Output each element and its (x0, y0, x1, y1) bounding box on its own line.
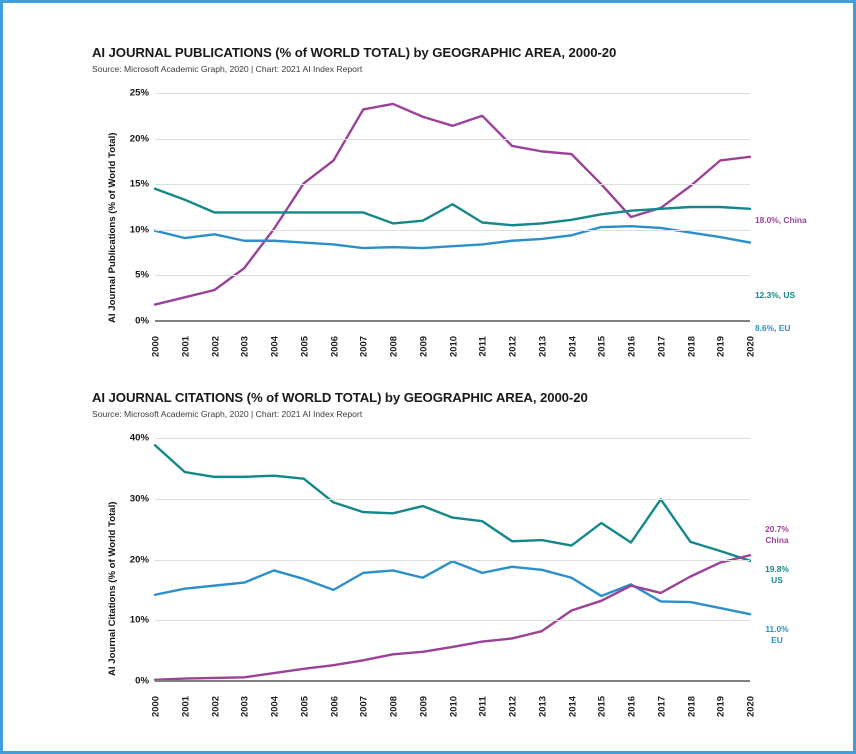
x-tick-label: 2009 (417, 696, 429, 717)
x-tick-label: 2020 (744, 696, 756, 717)
x-tick-label: 2017 (655, 696, 667, 717)
x-tick-label: 2008 (387, 696, 399, 717)
gridline (155, 438, 750, 439)
chart-citations-label-china-name: China (765, 535, 789, 546)
x-tick-label: 2000 (149, 336, 161, 357)
gridline (155, 320, 750, 322)
chart-publications-y-ticks: 0% 5% 10% 15% 20% 25% (115, 88, 149, 327)
gridline (155, 498, 750, 500)
chart-citations-label-eu-value: 11.0% (765, 624, 789, 634)
page-content: AI JOURNAL PUBLICATIONS (% of WORLD TOTA… (6, 6, 850, 748)
x-tick-label: 2005 (298, 696, 310, 717)
x-tick-label: 2005 (298, 336, 310, 357)
y-tick-label: 20% (129, 133, 149, 145)
chart-citations-x-ticks: 2000 2001 2002 2003 2004 2005 2006 2007 2008 2009… (7, 687, 856, 731)
x-tick-label: 2019 (714, 336, 726, 357)
x-tick-label: 2018 (685, 336, 696, 357)
y-tick-label: 20% (129, 554, 149, 565)
series-line-eu (155, 226, 750, 248)
chart-citations-label-china-value: 20.7% (765, 524, 789, 534)
x-tick-label: 2004 (268, 696, 280, 717)
series-line-china (155, 104, 750, 305)
gridline (155, 93, 750, 94)
x-tick-label: 2002 (209, 336, 220, 357)
gridline (155, 275, 750, 277)
series-line-us (155, 189, 750, 225)
y-tick-label: 0% (135, 675, 149, 687)
chart-citations-label-eu-name: EU (771, 635, 783, 646)
chart-publications-source: Source: Microsoft Academic Graph, 2020 |… (92, 64, 363, 74)
x-tick-label: 2001 (179, 696, 191, 717)
x-tick-label: 2007 (357, 336, 369, 357)
x-tick-label: 2000 (149, 696, 161, 717)
y-tick-label: 5% (135, 269, 149, 281)
x-tick-label: 2004 (268, 336, 280, 357)
chart-citations-lines (155, 438, 750, 681)
x-tick-label: 2006 (328, 336, 339, 357)
x-tick-label: 2014 (566, 336, 577, 357)
y-tick-label: 40% (129, 432, 149, 444)
x-tick-label: 2003 (238, 696, 250, 717)
y-tick-label: 10% (129, 614, 149, 626)
x-tick-label: 2018 (685, 696, 696, 717)
x-tick-label: 2010 (447, 336, 458, 357)
chart-publications-label-eu: 8.6%, EU (755, 323, 791, 333)
chart-publications-lines (155, 93, 750, 321)
y-tick-label: 30% (129, 493, 149, 505)
x-tick-label: 2008 (387, 336, 399, 357)
chart-publications-label-us: 12.3%, US (755, 290, 796, 300)
chart-publications-plot-wrap: AI Journal Publications (% of World Tota… (7, 83, 856, 373)
chart-citations-label-eu: 11.0% EU (755, 624, 799, 647)
x-tick-label: 2017 (655, 336, 667, 357)
x-tick-label: 2006 (328, 696, 339, 717)
gridline (155, 559, 750, 561)
x-tick-label: 2020 (744, 336, 756, 357)
x-tick-label: 2015 (595, 336, 607, 357)
chart-citations-title: AI JOURNAL CITATIONS (% of WORLD TOTAL) … (92, 390, 588, 405)
x-tick-label: 2014 (566, 696, 577, 717)
y-tick-label: 10% (129, 224, 149, 236)
x-tick-label: 2010 (447, 696, 458, 717)
chart-citations-plot-area (155, 438, 750, 682)
x-tick-label: 2011 (476, 696, 488, 717)
gridline (155, 229, 750, 231)
x-tick-label: 2002 (209, 696, 220, 717)
series-line-eu (155, 561, 750, 614)
x-tick-label: 2001 (179, 336, 191, 357)
x-tick-label: 2016 (625, 336, 637, 357)
chart-publications-title: AI JOURNAL PUBLICATIONS (% of WORLD TOTA… (92, 45, 617, 60)
chart-citations-source: Source: Microsoft Academic Graph, 2020 |… (92, 409, 363, 419)
gridline (155, 680, 750, 682)
x-tick-label: 2009 (417, 336, 429, 357)
gridline (155, 184, 750, 186)
x-tick-label: 2012 (506, 696, 518, 717)
y-tick-label: 25% (129, 87, 149, 99)
series-line-china (155, 555, 750, 680)
chart-publications-plot-area (155, 93, 750, 322)
y-tick-label: 15% (129, 178, 149, 190)
x-tick-label: 2016 (625, 696, 637, 717)
chart-citations-plot-wrap: AI Journal Citations (% of World Total) … (7, 428, 856, 718)
chart-publications-label-china: 18.0%, China (755, 215, 807, 225)
x-tick-label: 2003 (238, 336, 250, 357)
x-tick-label: 2011 (476, 336, 488, 357)
gridline (155, 620, 750, 622)
chart-citations-label-us-name: US (771, 575, 783, 586)
series-line-us (155, 445, 750, 560)
x-tick-label: 2015 (595, 696, 607, 717)
x-tick-label: 2013 (536, 336, 548, 357)
x-tick-label: 2013 (536, 696, 548, 717)
chart-publications-x-ticks: 2000 2001 2002 2003 2004 2005 2006 2007 2008 2009… (7, 327, 856, 371)
chart-citations-label-china: 20.7% China (755, 524, 799, 547)
chart-citations-label-us-value: 19.8% (765, 564, 789, 574)
gridline (155, 138, 750, 140)
y-tick-label: 0% (135, 315, 149, 327)
x-tick-label: 2019 (714, 696, 726, 717)
x-tick-label: 2012 (506, 336, 518, 357)
chart-citations-y-ticks: 0% 10% 20% 30% 40% (115, 433, 149, 687)
x-tick-label: 2007 (357, 696, 369, 717)
chart-citations-label-us: 19.8% US (755, 564, 799, 587)
